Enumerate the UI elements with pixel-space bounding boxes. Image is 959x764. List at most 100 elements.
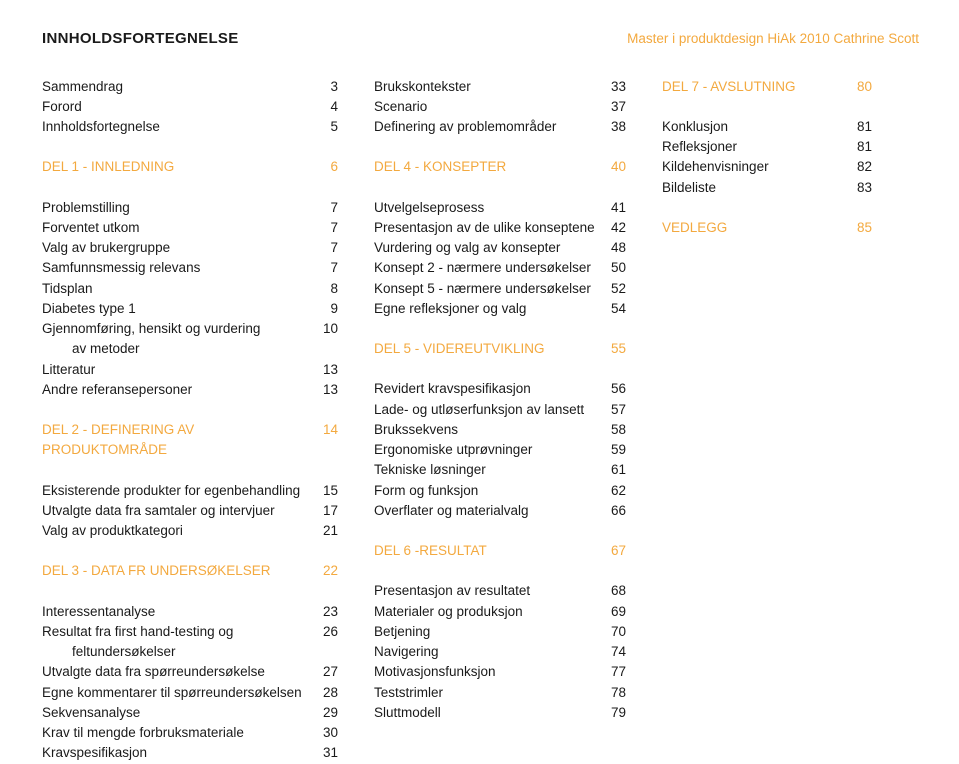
toc-page-number: 40 [602, 157, 626, 177]
toc-page-number: 15 [314, 481, 338, 501]
blank-spacer [374, 521, 626, 541]
toc-row: Samfunnsmessig relevans7 [42, 258, 338, 278]
toc-label: Teststrimler [374, 683, 602, 703]
toc-page-number: 27 [314, 662, 338, 682]
toc-row: Ergonomiske utprøvninger59 [374, 440, 626, 460]
toc-page-number: 22 [314, 561, 338, 581]
toc-label: feltundersøkelser [42, 642, 314, 662]
blank-spacer [374, 137, 626, 157]
toc-label: DEL 1 - INNLEDNING [42, 157, 314, 177]
toc-page-number: 74 [602, 642, 626, 662]
toc-label: Innholdsfortegnelse [42, 117, 314, 137]
toc-label: Sammendrag [42, 77, 314, 97]
toc-columns: Sammendrag3Forord4Innholdsfortegnelse5DE… [42, 77, 919, 764]
toc-label: Egne refleksjoner og valg [374, 299, 602, 319]
toc-page-number: 3 [314, 77, 338, 97]
toc-page-number: 7 [314, 198, 338, 218]
toc-label: Konsept 5 - nærmere undersøkelser [374, 279, 602, 299]
toc-label: Andre referansepersoner [42, 380, 314, 400]
toc-row: DEL 3 - DATA FR UNDERSØKELSER22 [42, 561, 338, 581]
toc-page-number: 61 [602, 460, 626, 480]
toc-column-2: Brukskontekster33Scenario37Definering av… [374, 77, 626, 764]
toc-label: Betjening [374, 622, 602, 642]
blank-spacer [374, 178, 626, 198]
toc-page-number: 26 [314, 622, 338, 642]
toc-label: DEL 5 - VIDEREUTVIKLING [374, 339, 602, 359]
toc-page-number: 55 [602, 339, 626, 359]
toc-row: Motivasjonsfunksjon77 [374, 662, 626, 682]
toc-label: Definering av problemområder [374, 117, 602, 137]
toc-row: Konsept 2 - nærmere undersøkelser50 [374, 258, 626, 278]
blank-spacer [374, 319, 626, 339]
toc-column-1: Sammendrag3Forord4Innholdsfortegnelse5DE… [42, 77, 338, 764]
toc-label: Sluttmodell [374, 703, 602, 723]
toc-row: Valg av brukergruppe7 [42, 238, 338, 258]
toc-row: Tekniske løsninger61 [374, 460, 626, 480]
toc-row: VEDLEGG85 [662, 218, 872, 238]
toc-page-number: 57 [602, 400, 626, 420]
toc-label: Lade- og utløserfunksjon av lansett [374, 400, 602, 420]
toc-row: Innholdsfortegnelse5 [42, 117, 338, 137]
toc-page-number: 14 [314, 420, 338, 461]
toc-row: Kravspesifikasjon31 [42, 743, 338, 763]
toc-row: Andre referansepersoner13 [42, 380, 338, 400]
toc-row: Brukssekvens58 [374, 420, 626, 440]
toc-page-number: 70 [602, 622, 626, 642]
toc-label: Problemstilling [42, 198, 314, 218]
toc-page-number: 67 [602, 541, 626, 561]
toc-row: Scenario37 [374, 97, 626, 117]
toc-row: Materialer og produksjon69 [374, 602, 626, 622]
toc-page-number: 82 [848, 157, 872, 177]
blank-spacer [374, 359, 626, 379]
toc-label: av metoder [42, 339, 314, 359]
toc-label: Navigering [374, 642, 602, 662]
toc-label: Utvelgelseprosess [374, 198, 602, 218]
toc-page-number: 62 [602, 481, 626, 501]
toc-page-number: 68 [602, 581, 626, 601]
toc-label: Scenario [374, 97, 602, 117]
toc-label: Brukssekvens [374, 420, 602, 440]
toc-row: Sluttmodell79 [374, 703, 626, 723]
toc-page-number: 7 [314, 218, 338, 238]
toc-page-number: 13 [314, 380, 338, 400]
toc-page-number: 5 [314, 117, 338, 137]
blank-spacer [42, 582, 338, 602]
toc-row: Kildehenvisninger82 [662, 157, 872, 177]
toc-label: Resultat fra first hand-testing og [42, 622, 314, 642]
toc-row: feltundersøkelser [42, 642, 338, 662]
toc-label: DEL 7 - AVSLUTNING [662, 77, 848, 97]
toc-row: Presentasjon av de ulike konseptene42 [374, 218, 626, 238]
page-subtitle: Master i produktdesign HiAk 2010 Cathrin… [627, 29, 919, 49]
toc-page-number: 4 [314, 97, 338, 117]
toc-page-number [314, 339, 338, 359]
toc-label: Presentasjon av de ulike konseptene [374, 218, 602, 238]
toc-label: Motivasjonsfunksjon [374, 662, 602, 682]
toc-page-number: 7 [314, 258, 338, 278]
toc-row: Konklusjon81 [662, 117, 872, 137]
toc-row: Revidert kravspesifikasjon56 [374, 379, 626, 399]
toc-page-number: 9 [314, 299, 338, 319]
toc-page-number: 48 [602, 238, 626, 258]
toc-label: Krav til mengde forbruksmateriale [42, 723, 314, 743]
toc-page-number: 54 [602, 299, 626, 319]
toc-label: Kravspesifikasjon [42, 743, 314, 763]
toc-label: Ergonomiske utprøvninger [374, 440, 602, 460]
toc-row: Utvelgelseprosess41 [374, 198, 626, 218]
toc-row: Navigering74 [374, 642, 626, 662]
toc-page-number: 28 [314, 683, 338, 703]
toc-label: Gjennomføring, hensikt og vurdering [42, 319, 314, 339]
toc-row: Forventet utkom7 [42, 218, 338, 238]
toc-label: Tidsplan [42, 279, 314, 299]
toc-page-number: 50 [602, 258, 626, 278]
toc-page-number: 17 [314, 501, 338, 521]
toc-label: VEDLEGG [662, 218, 848, 238]
toc-label: DEL 2 - DEFINERING AV PRODUKTOMRÅDE [42, 420, 314, 461]
blank-spacer [42, 137, 338, 157]
toc-label: DEL 3 - DATA FR UNDERSØKELSER [42, 561, 314, 581]
toc-page-number: 7 [314, 238, 338, 258]
toc-row: DEL 2 - DEFINERING AV PRODUKTOMRÅDE14 [42, 420, 338, 461]
toc-page-number: 31 [314, 743, 338, 763]
toc-row: Lade- og utløserfunksjon av lansett57 [374, 400, 626, 420]
toc-label: Konsept 2 - nærmere undersøkelser [374, 258, 602, 278]
toc-label: Utvalgte data fra samtaler og intervjuer [42, 501, 314, 521]
